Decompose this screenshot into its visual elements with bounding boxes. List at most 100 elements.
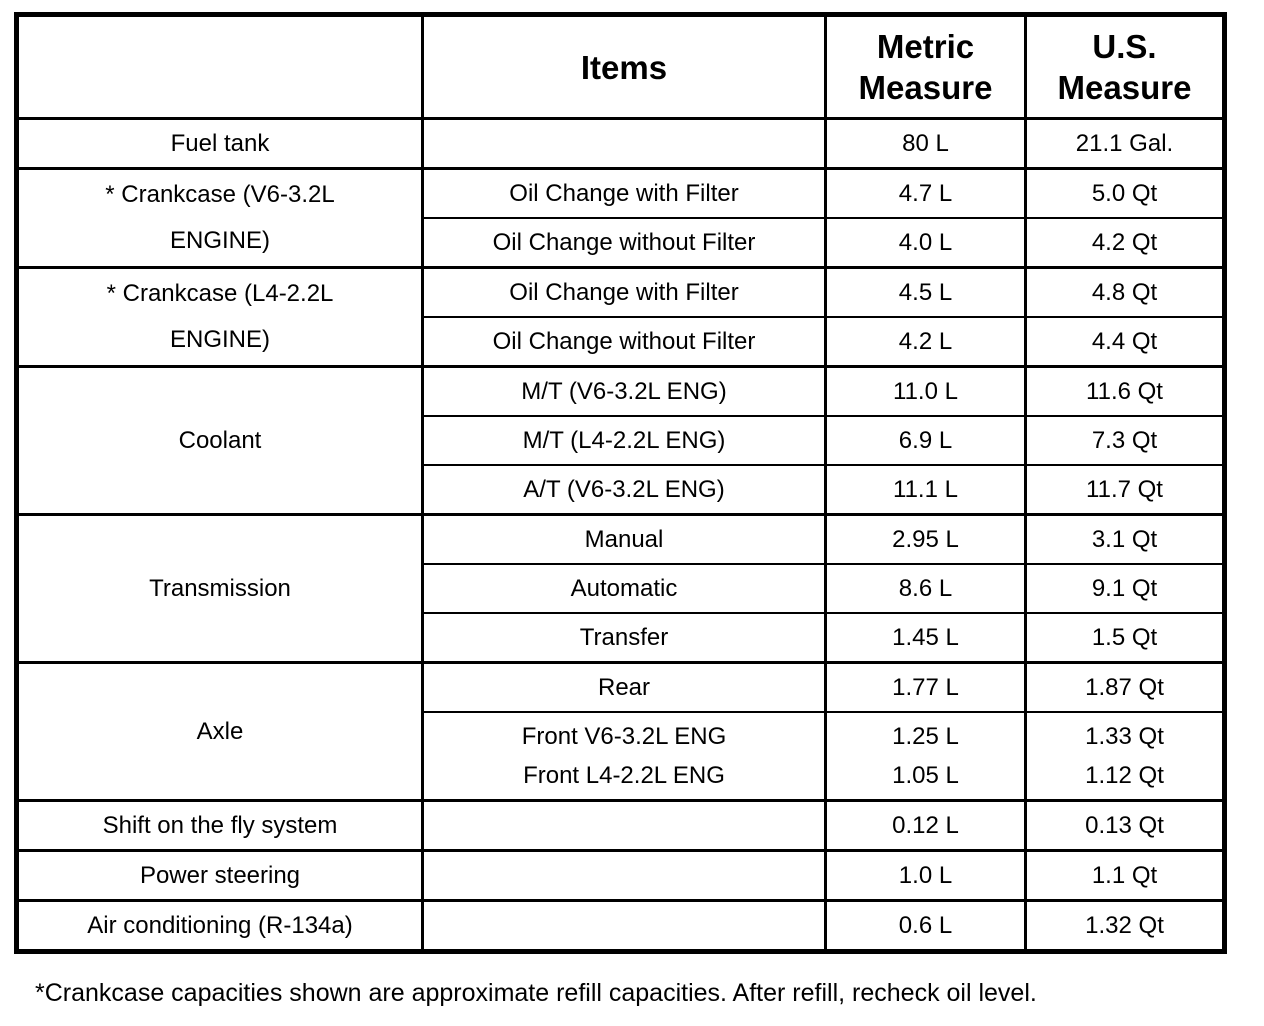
category-line: * Crankcase (L4-2.2L bbox=[106, 280, 334, 307]
cell-item: Oil Change without Filter bbox=[421, 217, 826, 268]
header-items-cell: Items bbox=[421, 14, 826, 119]
cell-metric: 11.1 L bbox=[824, 464, 1026, 515]
cell-line: 1.05 L bbox=[892, 762, 959, 789]
cell-category-coolant: Coolant bbox=[16, 365, 423, 515]
cell-us: 4.2 Qt bbox=[1024, 217, 1225, 268]
cell-item: Rear bbox=[421, 661, 826, 712]
cell-us: 1.33 Qt 1.12 Qt bbox=[1024, 711, 1225, 801]
cell-item: Transfer bbox=[421, 612, 826, 663]
cell-category-fuel-tank: Fuel tank bbox=[16, 117, 423, 169]
table-row: Front V6-3.2L ENG Front L4-2.2L ENG 1.25… bbox=[17, 711, 1225, 801]
table-row: Air conditioning (R-134a) 0.6 L 1.32 Qt bbox=[16, 899, 1225, 952]
cell-category-air-conditioning: Air conditioning (R-134a) bbox=[16, 899, 423, 952]
cell-metric: 1.45 L bbox=[824, 612, 1026, 663]
cell-metric: 11.0 L bbox=[824, 365, 1026, 416]
table-row: Fuel tank 80 L 21.1 Gal. bbox=[16, 117, 1225, 169]
cell-item bbox=[421, 899, 826, 952]
cell-metric: 6.9 L bbox=[824, 415, 1026, 465]
cell-metric: 1.25 L 1.05 L bbox=[824, 711, 1026, 801]
cell-item: Oil Change without Filter bbox=[421, 316, 826, 367]
cell-line: Front V6-3.2L ENG bbox=[521, 723, 727, 750]
cell-us: 11.7 Qt bbox=[1024, 464, 1225, 515]
category-line: ENGINE) bbox=[169, 326, 270, 353]
cell-metric: 1.77 L bbox=[824, 661, 1026, 712]
cell-category-shift-on-the-fly: Shift on the fly system bbox=[16, 799, 423, 851]
cell-item: Automatic bbox=[421, 563, 826, 613]
capacities-table: Items Metric Measure U.S. Measure Fuel t… bbox=[14, 12, 1227, 954]
header-us-cell: U.S. Measure bbox=[1024, 14, 1225, 119]
category-line: Coolant bbox=[178, 426, 262, 454]
cell-item: A/T (V6-3.2L ENG) bbox=[421, 464, 826, 515]
header-category-cell bbox=[17, 15, 423, 119]
cell-item bbox=[421, 117, 826, 169]
category-line: Power steering bbox=[139, 861, 301, 889]
cell-us: 5.0 Qt bbox=[1024, 167, 1225, 218]
table-row: Power steering 1.0 L 1.1 Qt bbox=[16, 849, 1225, 901]
table-row: * Crankcase (V6-3.2L ENGINE) Oil Change … bbox=[16, 167, 1225, 268]
cell-line: 1.12 Qt bbox=[1085, 762, 1164, 789]
cell-us: 9.1 Qt bbox=[1024, 563, 1225, 613]
cell-metric: 4.5 L bbox=[824, 266, 1026, 317]
category-line: Axle bbox=[196, 717, 244, 745]
cell-us: 11.6 Qt bbox=[1024, 365, 1225, 416]
table-row: Coolant M/T (V6-3.2L ENG) 11.0 L 11.6 Qt bbox=[16, 365, 1225, 515]
cell-us: 21.1 Gal. bbox=[1024, 117, 1225, 169]
cell-metric: 4.7 L bbox=[824, 167, 1026, 218]
table-row: Shift on the fly system 0.12 L 0.13 Qt bbox=[16, 799, 1225, 851]
table-row: Transfer 1.45 L 1.5 Qt bbox=[17, 612, 1225, 663]
cell-us: 0.13 Qt bbox=[1024, 799, 1225, 851]
cell-category-crankcase-v6: * Crankcase (V6-3.2L ENGINE) bbox=[16, 167, 423, 268]
header-row: Items Metric Measure U.S. Measure bbox=[17, 14, 1225, 119]
category-line: Fuel tank bbox=[170, 129, 270, 157]
category-line: Shift on the fly system bbox=[102, 811, 338, 839]
cell-item bbox=[421, 799, 826, 851]
cell-us: 1.5 Qt bbox=[1024, 612, 1225, 663]
cell-item: Manual bbox=[421, 513, 826, 564]
header-metric-line1: Metric bbox=[876, 28, 975, 65]
cell-us: 3.1 Qt bbox=[1024, 513, 1225, 564]
cell-metric: 0.6 L bbox=[824, 899, 1026, 952]
table-row: Automatic 8.6 L 9.1 Qt bbox=[17, 563, 1225, 613]
cell-metric: 2.95 L bbox=[824, 513, 1026, 564]
table-row: * Crankcase (L4-2.2L ENGINE) Oil Change … bbox=[16, 266, 1225, 367]
cell-us: 1.32 Qt bbox=[1024, 899, 1225, 952]
table-row: Oil Change without Filter 4.2 L 4.4 Qt bbox=[17, 316, 1225, 367]
cell-item bbox=[421, 849, 826, 901]
category-line: ENGINE) bbox=[169, 227, 270, 254]
table-row: Oil Change without Filter 4.0 L 4.2 Qt bbox=[17, 217, 1225, 268]
footnote: *Crankcase capacities shown are approxim… bbox=[35, 979, 1037, 1007]
cell-metric: 1.0 L bbox=[824, 849, 1026, 901]
cell-us: 4.8 Qt bbox=[1024, 266, 1225, 317]
cell-us: 4.4 Qt bbox=[1024, 316, 1225, 367]
category-line: Transmission bbox=[149, 574, 291, 602]
cell-metric: 4.2 L bbox=[824, 316, 1026, 367]
cell-us: 1.87 Qt bbox=[1024, 661, 1225, 712]
cell-category-power-steering: Power steering bbox=[16, 849, 423, 901]
cell-item: M/T (L4-2.2L ENG) bbox=[421, 415, 826, 465]
cell-item: Front V6-3.2L ENG Front L4-2.2L ENG bbox=[421, 711, 826, 801]
category-line: Air conditioning (R-134a) bbox=[87, 911, 353, 939]
table-row: Axle Rear 1.77 L 1.87 Qt bbox=[16, 661, 1225, 801]
cell-metric: 80 L bbox=[824, 117, 1026, 169]
table-row: Transmission Manual 2.95 L 3.1 Qt bbox=[16, 513, 1225, 663]
table-row: M/T (L4-2.2L ENG) 6.9 L 7.3 Qt bbox=[17, 415, 1225, 465]
cell-us: 7.3 Qt bbox=[1024, 415, 1225, 465]
cell-item: Oil Change with Filter bbox=[421, 266, 826, 317]
header-us-line1: U.S. bbox=[1092, 28, 1157, 65]
cell-metric: 0.12 L bbox=[824, 799, 1026, 851]
cell-item: M/T (V6-3.2L ENG) bbox=[421, 365, 826, 416]
cell-metric: 4.0 L bbox=[824, 217, 1026, 268]
cell-metric: 8.6 L bbox=[824, 563, 1026, 613]
cell-category-transmission: Transmission bbox=[16, 513, 423, 663]
cell-category-axle: Axle bbox=[16, 661, 423, 801]
header-us-line2: Measure bbox=[1057, 69, 1192, 106]
category-line: * Crankcase (V6-3.2L bbox=[105, 181, 335, 208]
cell-line: Front L4-2.2L ENG bbox=[523, 762, 725, 789]
cell-us: 1.1 Qt bbox=[1024, 849, 1225, 901]
header-metric-cell: Metric Measure bbox=[824, 14, 1026, 119]
cell-category-crankcase-l4: * Crankcase (L4-2.2L ENGINE) bbox=[16, 266, 423, 367]
cell-line: 1.33 Qt bbox=[1085, 723, 1164, 750]
cell-line: 1.25 L bbox=[892, 723, 959, 750]
table-row: A/T (V6-3.2L ENG) 11.1 L 11.7 Qt bbox=[17, 464, 1225, 515]
